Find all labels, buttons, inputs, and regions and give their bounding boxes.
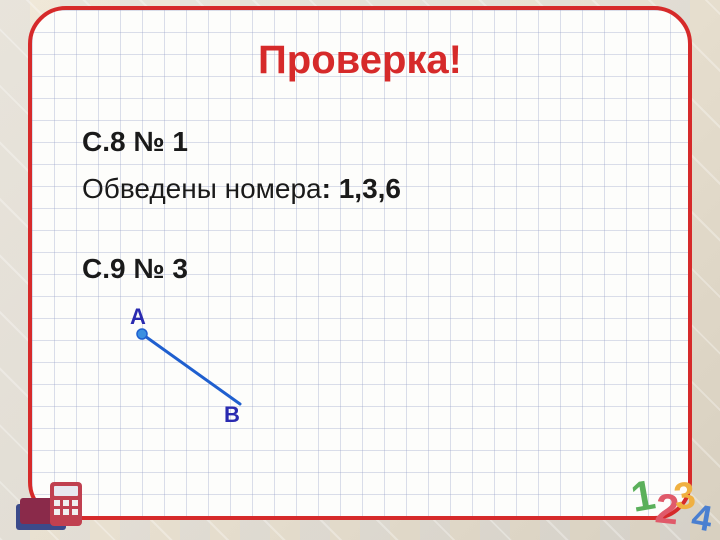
task-ref-2: С.9 № 3 bbox=[82, 249, 648, 290]
main-frame: Проверка! С.8 № 1 Обведены номера: 1,3,6… bbox=[28, 6, 692, 520]
answer-line-1: Обведены номера: 1,3,6 bbox=[82, 169, 648, 210]
ray-diagram bbox=[122, 310, 282, 440]
ray-line bbox=[142, 334, 240, 404]
task-ref-1: С.8 № 1 bbox=[82, 122, 648, 163]
books-calculator-icon bbox=[10, 468, 92, 536]
content-area: С.8 № 1 Обведены номера: 1,3,6 С.9 № 3 bbox=[82, 122, 648, 310]
numbers-decoration-icon: 1 2 3 4 bbox=[624, 462, 716, 540]
answer-prefix: Обведены номера bbox=[82, 173, 322, 204]
point-label-a: А bbox=[130, 304, 146, 330]
point-label-b: В bbox=[224, 402, 240, 428]
ray-origin-point bbox=[137, 329, 147, 339]
slide-title: Проверка! bbox=[32, 38, 688, 83]
answer-values: : 1,3,6 bbox=[322, 173, 401, 204]
svg-text:1: 1 bbox=[627, 471, 658, 521]
